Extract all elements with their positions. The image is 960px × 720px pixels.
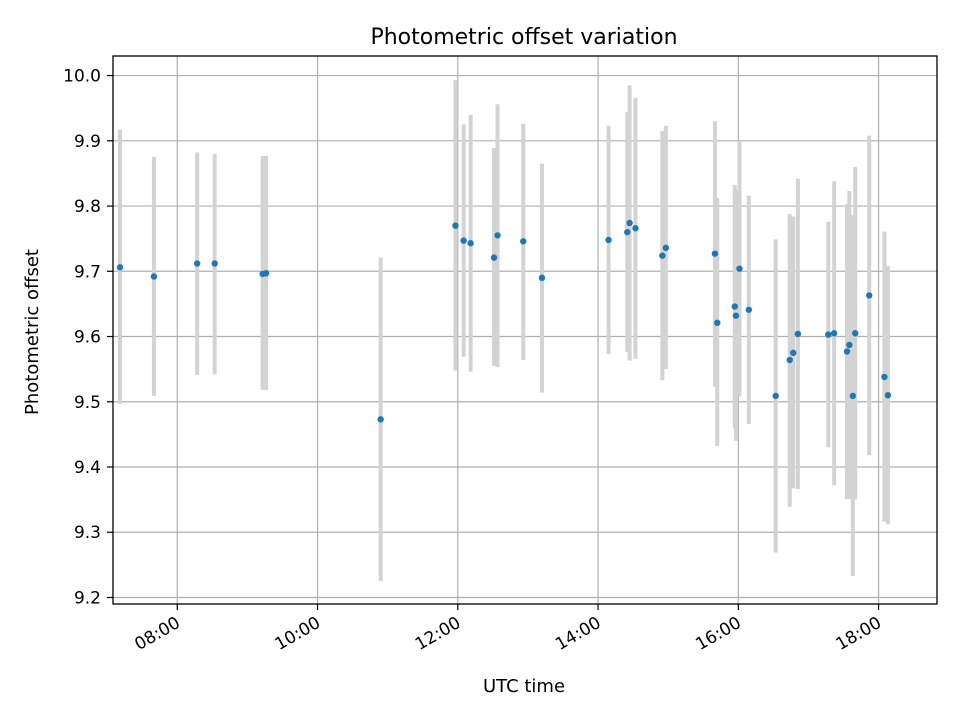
data-point [786,356,793,364]
data-point [843,348,851,355]
data-point [772,392,779,400]
data-point [790,349,797,357]
y-tick-label: 9.3 [74,523,101,543]
data-point [884,392,892,399]
data-point [605,236,612,244]
data-point [866,292,873,299]
data-point [116,264,124,271]
y-tick-label: 9.9 [74,132,101,152]
data-point [632,225,639,232]
data-point [262,270,270,277]
plot-frame [112,55,938,605]
data-point [662,244,670,251]
data-point [881,373,888,381]
data-point [711,250,719,257]
data-point [490,254,498,261]
y-tick-label: 9.4 [74,458,101,478]
data-point [538,274,546,282]
data-point [150,273,158,280]
y-axis-label: Photometric offset [22,249,43,415]
x-axis-label: UTC time [483,676,565,697]
data-point [193,260,201,267]
data-point [731,303,738,310]
y-tick-label: 9.5 [74,393,101,413]
data-point [377,416,384,423]
chart-title: Photometric offset variation [370,25,677,50]
data-point [467,240,474,247]
data-point [460,237,467,244]
y-tick-label: 10.0 [63,67,101,87]
y-tick-label: 9.2 [74,588,101,608]
data-point [851,330,859,337]
y-tick-label: 9.6 [74,328,101,348]
data-point [714,319,721,327]
y-tick-label: 9.7 [74,262,101,282]
data-points [116,219,892,423]
y-axis-ticks: 9.2 9.3 9.4 9.5 9.6 9.7 9.8 9.9 10.0 [63,67,113,608]
data-point [624,228,631,236]
data-point [825,331,832,338]
data-point [745,306,753,313]
data-point [520,238,527,245]
data-point [830,330,838,337]
data-point [849,392,857,400]
data-point [736,265,743,272]
y-tick-label: 9.8 [74,197,101,217]
data-point [211,260,218,267]
data-point [846,341,853,349]
data-point [732,312,740,319]
data-point [452,222,459,229]
data-point [659,252,666,259]
data-point [494,232,501,239]
data-point [626,219,633,227]
data-point [794,330,802,338]
